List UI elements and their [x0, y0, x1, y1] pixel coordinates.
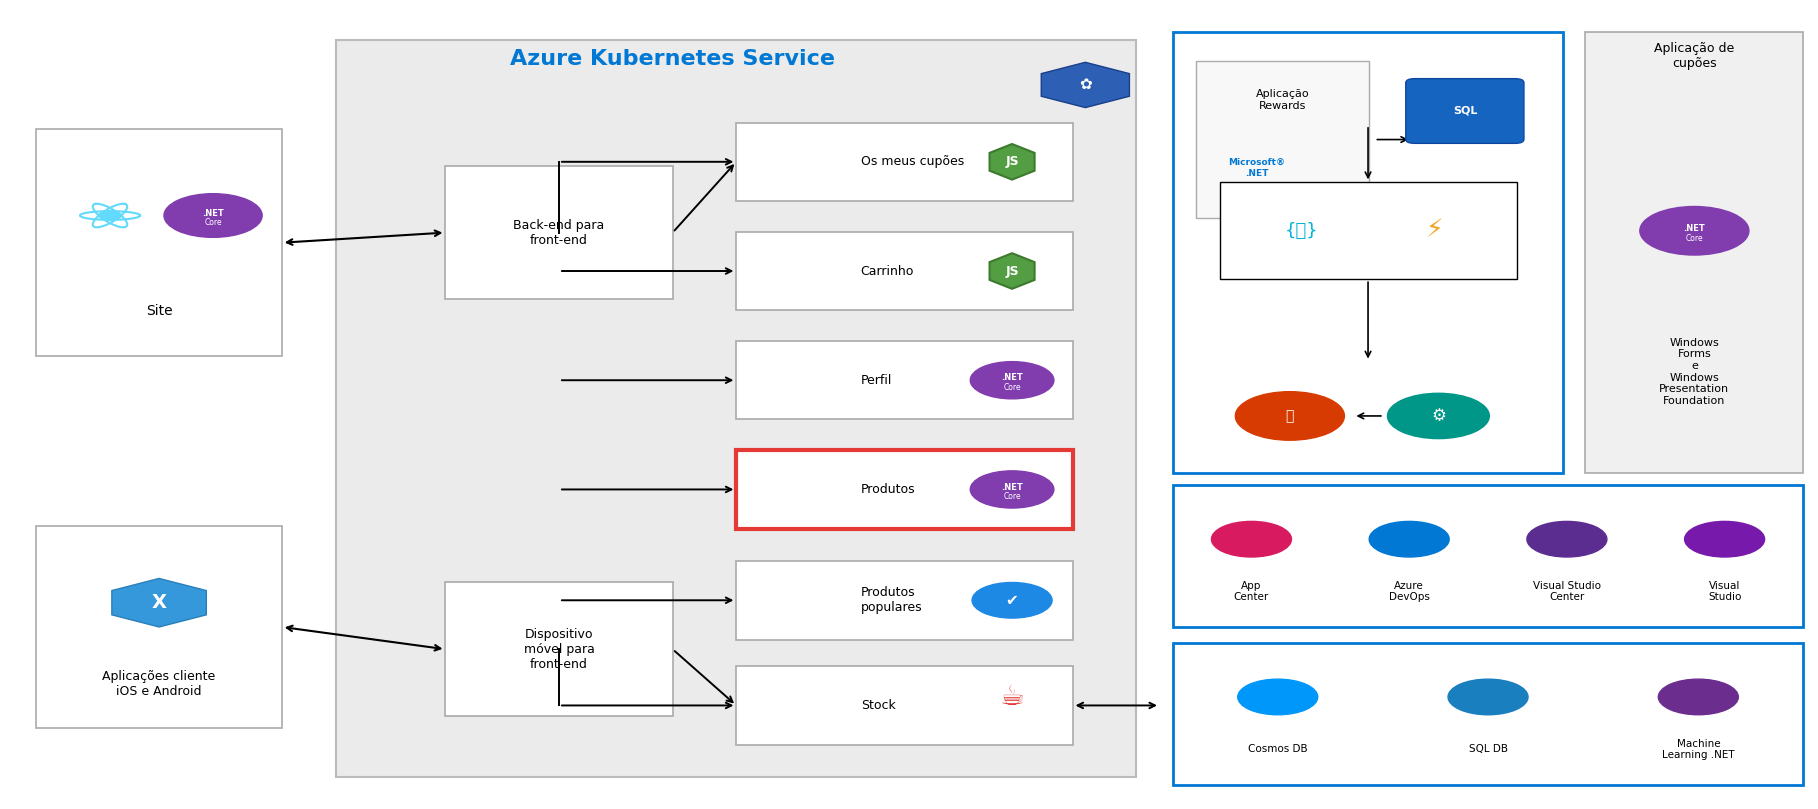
Circle shape [971, 471, 1054, 508]
Text: SQL: SQL [1454, 106, 1478, 116]
Bar [736, 667, 1073, 744]
Text: SQL DB: SQL DB [1469, 744, 1507, 754]
Text: Back-end para
front-end: Back-end para front-end [513, 218, 605, 247]
Polygon shape [113, 578, 205, 627]
Text: Dispositivo
móvel para
front-end: Dispositivo móvel para front-end [524, 628, 594, 671]
Text: Cosmos DB: Cosmos DB [1247, 744, 1307, 754]
Text: Carrinho: Carrinho [860, 265, 914, 277]
Bar [336, 40, 1136, 777]
Text: Produtos
populares: Produtos populares [860, 587, 922, 614]
FancyBboxPatch shape [1405, 78, 1523, 143]
Circle shape [1387, 393, 1489, 438]
Circle shape [1238, 680, 1318, 715]
Text: App
Center: App Center [1234, 581, 1269, 603]
Text: .NET: .NET [1002, 482, 1024, 492]
Text: Aplicações cliente
iOS e Android: Aplicações cliente iOS e Android [102, 670, 216, 697]
Text: JS: JS [1005, 155, 1018, 168]
Text: ⚙: ⚙ [1431, 407, 1445, 425]
Text: {👥}: {👥} [1285, 222, 1318, 239]
Bar [736, 561, 1073, 639]
Bar [445, 582, 673, 716]
Text: ☕: ☕ [1000, 684, 1025, 711]
Bar [1173, 485, 1803, 627]
Circle shape [98, 210, 120, 220]
Text: .NET: .NET [1002, 373, 1024, 383]
Bar [445, 166, 673, 299]
Circle shape [1527, 521, 1607, 557]
Text: .NET: .NET [202, 209, 224, 218]
Text: Azure
DevOps: Azure DevOps [1389, 581, 1429, 603]
Circle shape [1236, 392, 1345, 440]
Polygon shape [1042, 62, 1129, 108]
Text: Core: Core [1004, 383, 1022, 392]
Text: Azure Kubernetes Service: Azure Kubernetes Service [509, 49, 834, 69]
Text: Produtos: Produtos [860, 483, 914, 496]
Text: ✿: ✿ [1078, 78, 1093, 92]
Polygon shape [989, 144, 1034, 180]
Text: Perfil: Perfil [860, 374, 893, 387]
Text: Aplicação de
cupões: Aplicação de cupões [1654, 42, 1734, 70]
Bar [1173, 32, 1563, 473]
Circle shape [1211, 521, 1291, 557]
Circle shape [1658, 680, 1738, 715]
Circle shape [1685, 521, 1765, 557]
Circle shape [971, 362, 1054, 399]
Text: .NET: .NET [1683, 224, 1705, 233]
Circle shape [1447, 680, 1527, 715]
Text: Site: Site [145, 303, 173, 318]
Text: Machine
Learning .NET: Machine Learning .NET [1662, 739, 1734, 760]
Bar [36, 526, 282, 728]
Text: Windows
Forms
e
Windows
Presentation
Foundation: Windows Forms e Windows Presentation Fou… [1660, 338, 1729, 406]
Text: Microsoft®
.NET: Microsoft® .NET [1229, 159, 1285, 178]
Text: Visual
Studio: Visual Studio [1707, 581, 1742, 603]
Circle shape [1369, 521, 1449, 557]
Text: Os meus cupões: Os meus cupões [860, 155, 964, 168]
Circle shape [164, 193, 262, 237]
Circle shape [1640, 206, 1749, 255]
Bar [736, 341, 1073, 419]
Text: Core: Core [204, 218, 222, 227]
Text: Core: Core [1004, 492, 1022, 502]
Text: Core: Core [1685, 234, 1703, 243]
Bar [736, 450, 1073, 529]
Text: Stock: Stock [860, 699, 896, 712]
Text: ⚡: ⚡ [1425, 218, 1443, 243]
Text: ✔: ✔ [1005, 593, 1018, 608]
Text: Aplicação
Rewards: Aplicação Rewards [1256, 89, 1309, 111]
Circle shape [973, 582, 1053, 618]
Text: X: X [151, 593, 167, 612]
Bar [736, 232, 1073, 311]
Bar [36, 129, 282, 356]
Text: ⬜: ⬜ [1285, 409, 1294, 423]
Bar [1220, 182, 1516, 279]
Polygon shape [989, 253, 1034, 289]
Bar [1196, 61, 1369, 218]
Text: Visual Studio
Center: Visual Studio Center [1533, 581, 1602, 603]
Bar [1173, 643, 1803, 785]
Bar [736, 123, 1073, 201]
Bar [1585, 32, 1803, 473]
Text: JS: JS [1005, 265, 1018, 277]
